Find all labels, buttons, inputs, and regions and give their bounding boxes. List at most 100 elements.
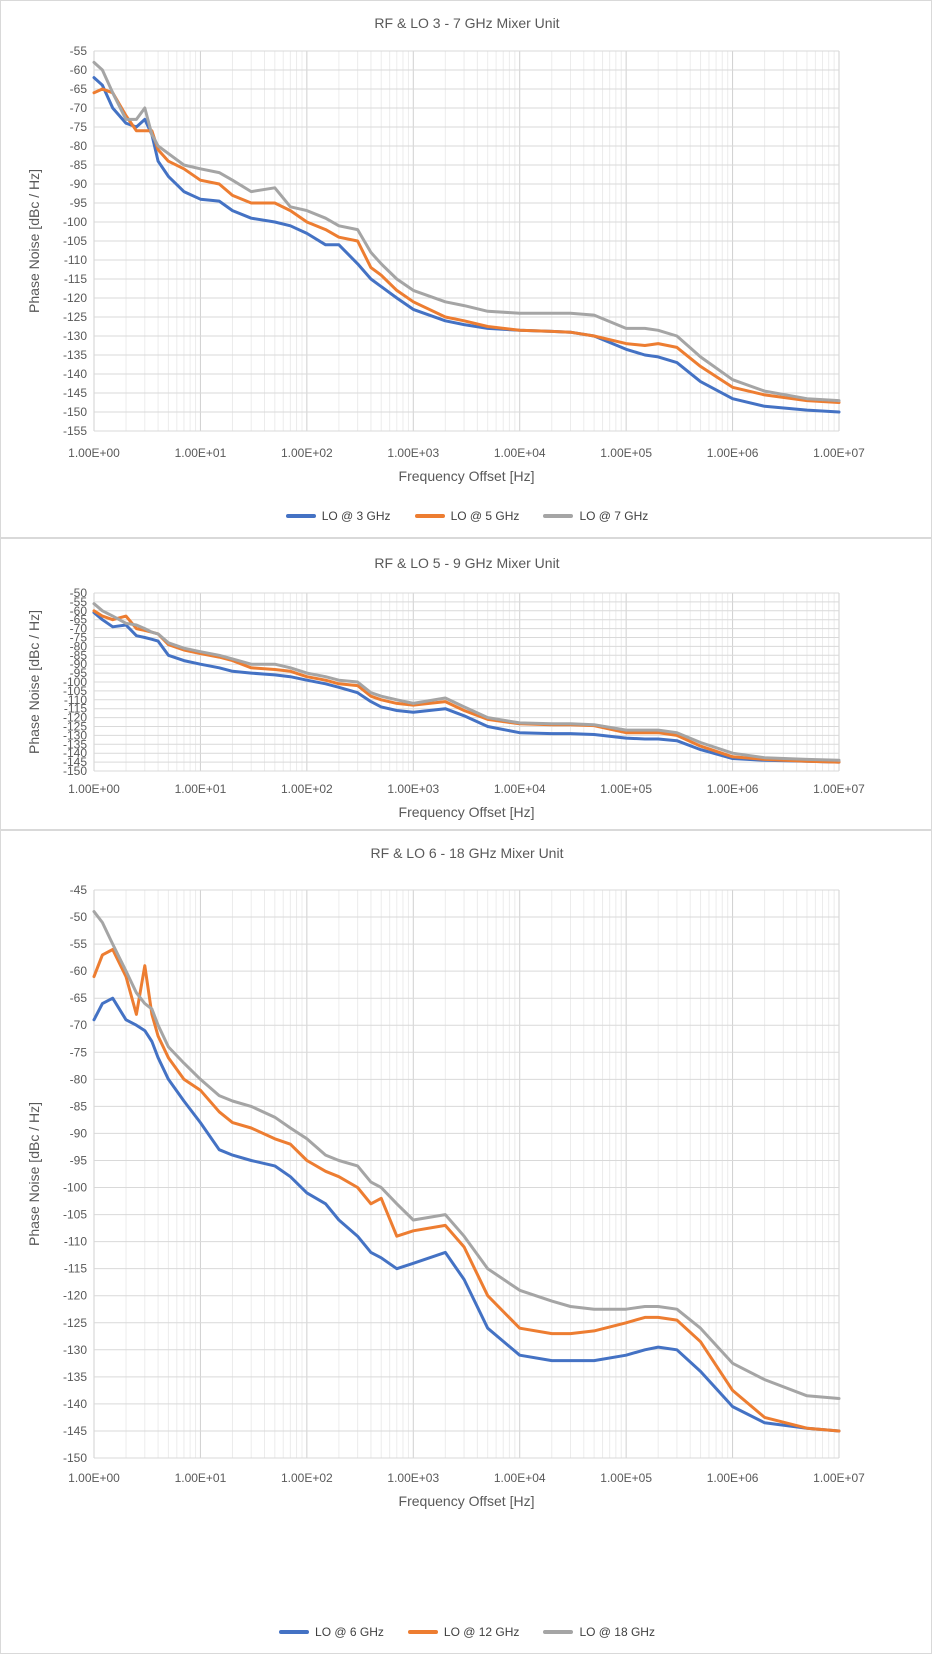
legend-item: LO @ 18 GHz [543, 1625, 655, 1639]
x-tick-label: 1.00E+07 [813, 1471, 865, 1485]
y-tick-label: -55 [70, 44, 88, 58]
y-axis-label: Phase Noise [dBc / Hz] [26, 610, 42, 754]
y-tick-label: -115 [64, 702, 87, 716]
y-tick-label: -120 [63, 711, 87, 725]
legend-swatch [414, 514, 445, 518]
y-tick-label: -75 [70, 631, 88, 645]
legend-swatch [285, 514, 316, 518]
chart-1-legend: LO @ 3 GHz LO @ 5 GHz LO @ 7 GHz [1, 509, 932, 523]
y-tick-label: -85 [70, 158, 88, 172]
x-tick-label: 1.00E+06 [707, 782, 759, 796]
x-tick-label: 1.00E+02 [281, 446, 333, 460]
chart-panel-1: RF & LO 3 - 7 GHz Mixer Unit -155 -150 -145… [0, 0, 932, 538]
x-tick-label: 1.00E+01 [175, 446, 227, 460]
legend-label: LO @ 7 GHz [579, 509, 649, 523]
x-tick-label: 1.00E+07 [813, 782, 865, 796]
y-tick-label: -130 [63, 728, 87, 742]
y-tick-label: -100 [63, 675, 87, 689]
x-tick-label: 1.00E+07 [813, 446, 865, 460]
y-tick-label: -55 [70, 937, 88, 951]
y-tick-label: -110 [64, 1235, 87, 1249]
y-tick-label: -125 [63, 720, 87, 734]
y-tick-label: -70 [70, 101, 88, 115]
series-line-2 [92, 948, 841, 1433]
y-tick-label: -150 [63, 1451, 87, 1465]
y-axis-label: Phase Noise [dBc / Hz] [26, 169, 42, 313]
y-tick-label: -80 [70, 639, 88, 653]
legend-swatch [279, 1630, 310, 1634]
y-tick-label: -140 [63, 746, 87, 760]
grid [93, 592, 840, 772]
y-tick-label: -105 [63, 684, 87, 698]
x-tick-label: 1.00E+06 [707, 446, 759, 460]
y-tick-label: -95 [70, 1153, 88, 1167]
x-tick-label: 1.00E+04 [494, 1471, 546, 1485]
chart-2-svg: RF & LO 5 - 9 GHz Mixer Unit -150-145-140… [26, 555, 865, 820]
y-tick-label: -90 [70, 1126, 88, 1140]
y-tick-label: -115 [64, 272, 87, 286]
y-tick-label: -135 [63, 737, 87, 751]
y-tick-label: -70 [70, 622, 88, 636]
y-tick-label: -105 [63, 1208, 87, 1222]
y-tick-label: -130 [63, 1343, 87, 1357]
series-line-3 [92, 910, 841, 1400]
chart-panel-3: RF & LO 6 - 18 GHz Mixer Unit -150 -145 -14… [0, 830, 932, 1654]
series-line-1 [92, 76, 841, 414]
y-tick-label: -145 [63, 1424, 87, 1438]
y-tick-label: -80 [70, 1072, 88, 1086]
grid [93, 889, 840, 1459]
x-tick-label: 1.00E+00 [68, 446, 120, 460]
chart-title: RF & LO 5 - 9 GHz Mixer Unit [374, 555, 559, 571]
series-line-1 [92, 996, 841, 1433]
x-tick-label: 1.00E+00 [68, 782, 120, 796]
x-tick-label: 1.00E+03 [387, 1471, 439, 1485]
legend-swatch [543, 1630, 574, 1634]
y-tick-label: -150 [63, 764, 87, 778]
legend-item: LO @ 5 GHz [414, 509, 520, 523]
series-line-1 [92, 611, 841, 764]
legend-label: LO @ 18 GHz [579, 1625, 655, 1639]
y-tick-label: -100 [63, 215, 87, 229]
y-tick-label: -125 [63, 1316, 87, 1330]
y-tick-label: -145 [63, 755, 87, 769]
y-tick-label: -130 [63, 329, 87, 343]
chart-3-legend: LO @ 6 GHz LO @ 12 GHz LO @ 18 GHz [1, 1625, 932, 1639]
y-tick-label: -75 [70, 1045, 88, 1059]
y-tick-label: -65 [70, 613, 88, 627]
x-tick-label: 1.00E+04 [494, 782, 546, 796]
x-tick-label: 1.00E+01 [175, 1471, 227, 1485]
legend-label: LO @ 3 GHz [321, 509, 391, 523]
x-tick-label: 1.00E+03 [387, 446, 439, 460]
legend-item: LO @ 6 GHz [279, 1625, 384, 1639]
x-tick-label: 1.00E+00 [68, 1471, 120, 1485]
chart-3-svg: RF & LO 6 - 18 GHz Mixer Unit -150 -145 -14… [26, 845, 865, 1509]
x-tick-label: 1.00E+02 [281, 782, 333, 796]
series-line-3 [92, 60, 841, 403]
chart-panel-2: RF & LO 5 - 9 GHz Mixer Unit -150 -145 -140… [0, 538, 932, 830]
x-tick-label: 1.00E+06 [707, 1471, 759, 1485]
y-tick-label: -115 [64, 1262, 87, 1276]
legend-item: LO @ 7 GHz [543, 509, 648, 523]
legend-swatch [407, 1630, 438, 1634]
y-tick-label: -50 [70, 910, 88, 924]
x-tick-label: 1.00E+05 [600, 1471, 652, 1485]
legend-item: LO @ 3 GHz [285, 509, 391, 523]
x-tick-label: 1.00E+01 [175, 782, 227, 796]
y-tick-label: -70 [70, 1018, 88, 1032]
y-tick-label: -90 [70, 177, 88, 191]
y-tick-label: -120 [63, 1289, 87, 1303]
x-tick-label: 1.00E+05 [600, 446, 652, 460]
y-tick-label: -95 [70, 196, 88, 210]
legend-label: LO @ 5 GHz [450, 509, 520, 523]
y-tick-label: -55 [70, 595, 88, 609]
x-tick-label: 1.00E+02 [281, 1471, 333, 1485]
y-tick-label: -145 [63, 386, 87, 400]
y-tick-label: -125 [63, 310, 87, 324]
y-tick-label: -60 [70, 63, 88, 77]
x-axis-label: Frequency Offset [Hz] [399, 468, 535, 484]
y-tick-label: -85 [70, 648, 88, 662]
y-tick-label: -60 [70, 604, 88, 618]
x-tick-label: 1.00E+04 [494, 446, 546, 460]
legend-label: LO @ 12 GHz [443, 1625, 520, 1639]
